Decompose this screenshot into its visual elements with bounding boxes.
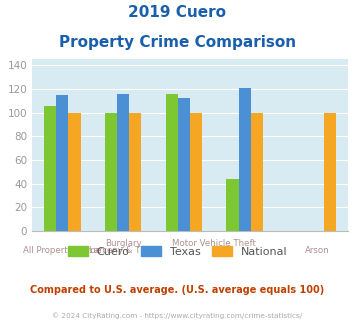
Bar bbox=[251, 113, 263, 231]
Bar bbox=[190, 113, 202, 231]
Text: Property Crime Comparison: Property Crime Comparison bbox=[59, 35, 296, 50]
Bar bbox=[69, 113, 81, 231]
Bar bbox=[44, 106, 56, 231]
Bar bbox=[226, 179, 239, 231]
Text: Motor Vehicle Theft: Motor Vehicle Theft bbox=[172, 239, 256, 248]
Bar bbox=[117, 94, 129, 231]
Bar bbox=[105, 113, 117, 231]
Text: Larceny & Theft: Larceny & Theft bbox=[89, 247, 157, 255]
Bar bbox=[166, 94, 178, 231]
Legend: Cuero, Texas, National: Cuero, Texas, National bbox=[64, 242, 291, 261]
Bar bbox=[324, 113, 336, 231]
Text: Arson: Arson bbox=[305, 247, 330, 255]
Bar bbox=[178, 98, 190, 231]
Text: © 2024 CityRating.com - https://www.cityrating.com/crime-statistics/: © 2024 CityRating.com - https://www.city… bbox=[53, 312, 302, 318]
Text: Burglary: Burglary bbox=[105, 239, 141, 248]
Text: Compared to U.S. average. (U.S. average equals 100): Compared to U.S. average. (U.S. average … bbox=[31, 285, 324, 295]
Bar bbox=[129, 113, 141, 231]
Text: All Property Crime: All Property Crime bbox=[23, 247, 102, 255]
Text: 2019 Cuero: 2019 Cuero bbox=[129, 5, 226, 20]
Bar bbox=[56, 95, 69, 231]
Bar bbox=[239, 88, 251, 231]
